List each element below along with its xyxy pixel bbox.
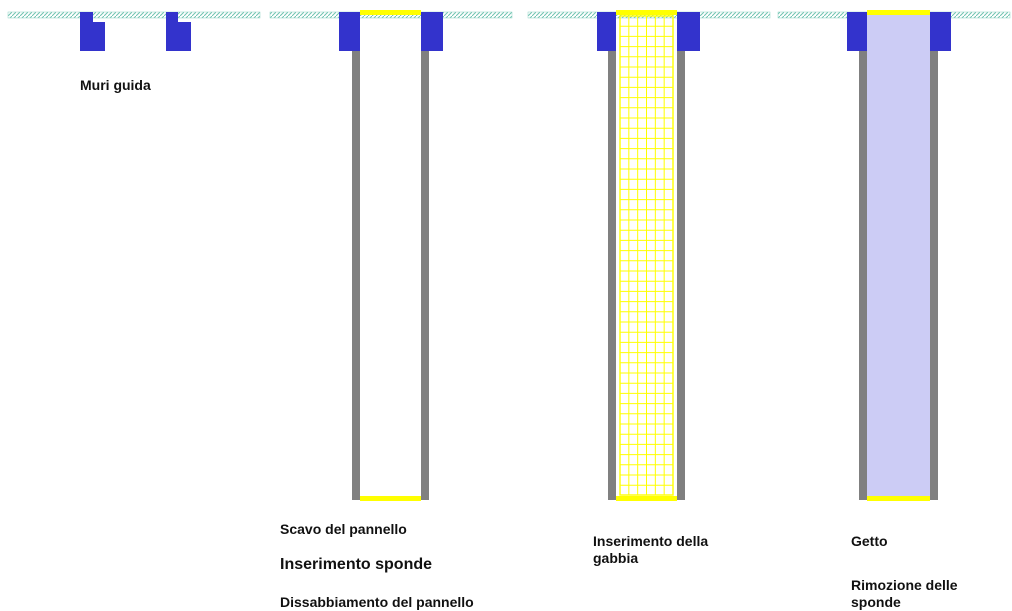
label-inserimento-gabbia-1: Inserimento della <box>593 533 709 549</box>
concrete-fill <box>866 14 931 500</box>
guide-wall-right <box>930 12 951 51</box>
yellow-top-band <box>360 10 421 15</box>
side-wall-right <box>930 12 938 500</box>
guide-wall-left <box>597 12 616 51</box>
label-scavo: Scavo del pannello <box>280 521 407 537</box>
stage-excavation <box>339 10 443 501</box>
label-getto: Getto <box>851 533 888 549</box>
guide-wall-left <box>339 12 360 51</box>
guide-wall-right <box>166 12 191 51</box>
label-inserimento-gabbia-2: gabbia <box>593 550 639 566</box>
guide-wall-right <box>677 12 700 51</box>
side-wall-right <box>677 12 685 500</box>
label-dissabbiamento: Dissabbiamento del pannello <box>280 594 474 610</box>
yellow-top-band <box>616 10 677 15</box>
side-wall-left <box>859 12 867 500</box>
guide-wall-left <box>847 12 867 51</box>
yellow-top-band <box>867 10 930 15</box>
reinforcement-cage <box>619 15 674 496</box>
guide-wall-left <box>80 12 105 51</box>
label-muri-guida: Muri guida <box>80 77 151 93</box>
side-wall-right <box>421 12 429 500</box>
label-inserimento-sponde: Inserimento sponde <box>280 556 433 573</box>
ground-strip-1 <box>7 11 261 19</box>
yellow-bottom-band <box>867 496 930 501</box>
label-rimozione-1: Rimozione delle <box>851 577 958 593</box>
label-rimozione-2: sponde <box>851 594 901 610</box>
side-wall-left <box>608 12 616 500</box>
side-wall-left <box>352 12 360 500</box>
stage-guide-walls <box>80 12 191 51</box>
stage-cage-insertion <box>597 10 700 501</box>
stage-casting <box>847 10 951 501</box>
yellow-bottom-band <box>360 496 421 501</box>
yellow-bottom-band <box>616 496 677 501</box>
guide-wall-right <box>421 12 443 51</box>
